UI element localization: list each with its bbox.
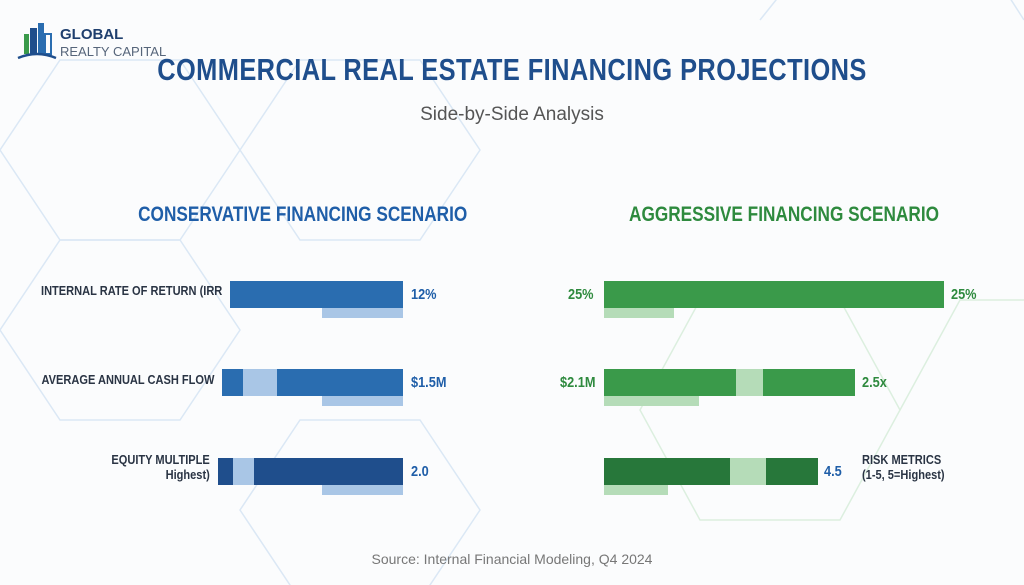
bar-segment bbox=[604, 369, 736, 396]
value-label: 2.5x bbox=[862, 374, 887, 391]
value-label: 12% bbox=[411, 286, 437, 303]
building-logo-icon bbox=[17, 23, 57, 60]
bar-segment bbox=[604, 458, 730, 485]
category-label-irr: INTERNAL RATE OF RETURN (IRR bbox=[40, 283, 222, 298]
category-label-cash-flow: AVERAGE ANNUAL CASH FLOW bbox=[41, 372, 214, 387]
value-label: 25% bbox=[951, 286, 977, 303]
left-value-label: 25% bbox=[568, 286, 594, 303]
logo-subname: REALTY CAPITAL bbox=[60, 44, 167, 59]
value-label: 2.0 bbox=[411, 463, 429, 480]
aggressive-title: AGGRESSIVE FINANCING SCENARIO bbox=[629, 203, 940, 226]
page-title: COMMERCIAL REAL ESTATE FINANCING PROJECT… bbox=[157, 52, 867, 87]
category-label-line: Highest) bbox=[165, 467, 210, 482]
risk-metrics-line: (1-5, 5=Highest) bbox=[862, 467, 945, 482]
risk-metrics-label: RISK METRICS (1-5, 5=Highest) bbox=[862, 452, 945, 482]
comparison-bar bbox=[322, 308, 403, 318]
conservative-title: CONSERVATIVE FINANCING SCENARIO bbox=[138, 203, 468, 226]
bar-segment bbox=[736, 369, 763, 396]
bar-segment bbox=[254, 458, 403, 485]
bar-segment bbox=[766, 458, 818, 485]
bar-segment bbox=[218, 458, 233, 485]
page-subtitle: Side-by-Side Analysis bbox=[420, 104, 604, 125]
comparison-bar bbox=[322, 396, 403, 406]
comparison-bar bbox=[604, 485, 668, 495]
bar-segment bbox=[233, 458, 254, 485]
comparison-bar bbox=[604, 308, 674, 318]
bar-segment bbox=[230, 281, 403, 308]
value-label: 4.5 bbox=[824, 463, 842, 480]
comparison-bar bbox=[604, 396, 699, 406]
bar-segment bbox=[222, 369, 243, 396]
value-label: $1.5M bbox=[411, 374, 447, 391]
bar-segment bbox=[277, 369, 403, 396]
category-label-equity-multiple: EQUITY MULTIPLE Highest) bbox=[112, 452, 210, 482]
logo-name: GLOBAL bbox=[60, 26, 124, 43]
bar-segment bbox=[730, 458, 766, 485]
risk-metrics-line: RISK METRICS bbox=[862, 452, 942, 467]
bar-segment bbox=[243, 369, 277, 396]
left-value-label: $2.1M bbox=[560, 374, 596, 391]
comparison-bar bbox=[322, 485, 403, 495]
category-label-line: EQUITY MULTIPLE bbox=[111, 452, 210, 467]
source-note: Source: Internal Financial Modeling, Q4 … bbox=[371, 551, 653, 567]
bar-segment bbox=[763, 369, 855, 396]
bar-segment bbox=[604, 281, 944, 308]
